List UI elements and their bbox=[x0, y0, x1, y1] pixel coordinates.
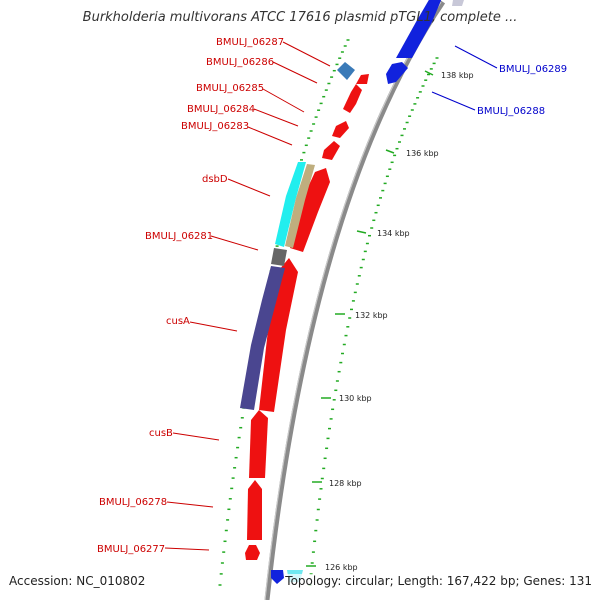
scale-ticks bbox=[306, 70, 434, 567]
summary-text: Topology: circular; Length: 167,422 bp; … bbox=[285, 574, 592, 588]
leader-BMULJ_06285 bbox=[262, 88, 305, 113]
backbone-arc-highlight bbox=[264, 1, 442, 600]
gene-BMULJ_06288[interactable] bbox=[386, 62, 408, 84]
leader-cusB bbox=[172, 432, 220, 441]
scale-tick-136 bbox=[385, 149, 395, 154]
gene-cusA[interactable] bbox=[259, 258, 298, 412]
label-BMULJ_06286: BMULJ_06286 bbox=[206, 57, 274, 68]
scale-label-136: 136 kbp bbox=[406, 149, 439, 158]
scale-tick-138 bbox=[424, 70, 434, 76]
gene-BMULJ_06281[interactable] bbox=[290, 168, 330, 252]
scale-label-138: 138 kbp bbox=[441, 71, 474, 80]
label-BMULJ_06277: BMULJ_06277 bbox=[97, 544, 165, 555]
backbone-arc bbox=[264, 0, 446, 600]
label-BMULJ_06283: BMULJ_06283 bbox=[181, 121, 249, 132]
leader-BMULJ_06283 bbox=[247, 126, 293, 146]
label-BMULJ_06288: BMULJ_06288 bbox=[477, 106, 545, 117]
scale-tick-134 bbox=[356, 230, 367, 234]
forward-genes bbox=[245, 74, 369, 560]
domain-cusA bbox=[240, 266, 285, 410]
gene-BMULJ_06286[interactable] bbox=[356, 74, 369, 84]
gene-BMULJ_06277[interactable] bbox=[245, 545, 260, 560]
label-BMULJ_06289: BMULJ_06289 bbox=[499, 64, 567, 75]
leader-BMULJ_06284 bbox=[253, 108, 299, 127]
scale-label-130: 130 kbp bbox=[339, 394, 372, 403]
label-leaders bbox=[164, 41, 498, 551]
gene-BMULJ_06283[interactable] bbox=[322, 141, 340, 160]
leader-BMULJ_06287 bbox=[282, 41, 331, 67]
reverse-genes bbox=[271, 0, 464, 584]
domain-dsbD-tan bbox=[285, 164, 315, 248]
map-title: Burkholderia multivorans ATCC 17616 plas… bbox=[82, 10, 518, 25]
scale-label-126: 126 kbp bbox=[325, 563, 358, 572]
gene-BMULJ_06278[interactable] bbox=[247, 480, 262, 540]
domain-dsbD-cyan bbox=[275, 162, 306, 247]
label-BMULJ_06285: BMULJ_06285 bbox=[196, 83, 264, 94]
gene-BMULJ_06284[interactable] bbox=[332, 121, 349, 138]
accession-text: Accession: NC_010802 bbox=[9, 574, 146, 588]
leader-dsbD bbox=[227, 178, 271, 197]
domain-grey bbox=[271, 248, 287, 266]
gene-cusB[interactable] bbox=[249, 410, 268, 478]
leader-BMULJ_06277 bbox=[164, 547, 210, 551]
leader-cusA bbox=[189, 321, 238, 332]
label-cusB: cusB bbox=[149, 428, 173, 439]
scale-label-128: 128 kbp bbox=[329, 479, 362, 488]
gene-reverse-bottom[interactable] bbox=[271, 570, 284, 584]
label-BMULJ_06278: BMULJ_06278 bbox=[99, 497, 167, 508]
label-dsbD: dsbD bbox=[202, 174, 228, 185]
scale-label-134: 134 kbp bbox=[377, 229, 410, 238]
gene-BMULJ_06285[interactable] bbox=[343, 84, 362, 113]
leader-BMULJ_06281 bbox=[210, 235, 259, 251]
leader-BMULJ_06286 bbox=[272, 61, 318, 84]
leader-BMULJ_06288 bbox=[431, 91, 476, 111]
gene-BMULJ_06289[interactable] bbox=[396, 0, 442, 58]
label-cusA: cusA bbox=[166, 316, 190, 327]
leader-BMULJ_06289 bbox=[454, 45, 498, 69]
gene-BMULJ_06290-partial[interactable] bbox=[452, 0, 464, 6]
leader-BMULJ_06278 bbox=[166, 501, 214, 508]
label-BMULJ_06281: BMULJ_06281 bbox=[145, 231, 213, 242]
scale-label-132: 132 kbp bbox=[355, 311, 388, 320]
domain-BMULJ_06286 bbox=[337, 62, 355, 80]
label-BMULJ_06284: BMULJ_06284 bbox=[187, 104, 255, 115]
domains bbox=[240, 62, 355, 410]
label-BMULJ_06287: BMULJ_06287 bbox=[216, 37, 284, 48]
